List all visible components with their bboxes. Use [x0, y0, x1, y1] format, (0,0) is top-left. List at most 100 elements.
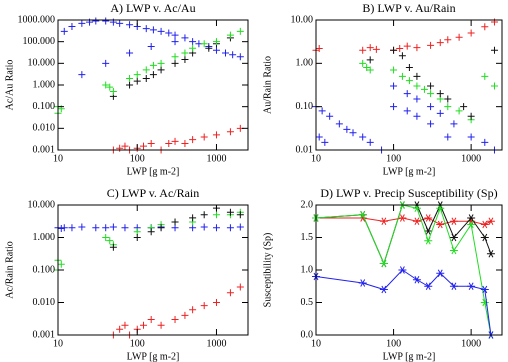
- data-point: [212, 46, 220, 54]
- y-tick-label: 0.001: [33, 329, 56, 340]
- data-point: [436, 90, 444, 98]
- data-point: [480, 220, 489, 229]
- data-point: [427, 103, 435, 111]
- data-point: [403, 90, 411, 98]
- data-point: [121, 321, 129, 329]
- y-tick-label: 0.01: [296, 144, 314, 155]
- data-point: [412, 217, 421, 225]
- data-point: [335, 120, 343, 128]
- plot-area: [312, 18, 498, 154]
- x-axis-label: LWP [g m-2]: [127, 166, 180, 177]
- x-tick-label: 10: [311, 153, 321, 164]
- x-tick-label: 100: [130, 338, 145, 349]
- data-point: [60, 224, 68, 232]
- x-tick-label: 10: [311, 338, 321, 349]
- data-point: [149, 71, 157, 79]
- data-point: [102, 81, 110, 89]
- data-point: [181, 49, 189, 57]
- data-point: [490, 82, 498, 90]
- data-point: [236, 211, 244, 219]
- data-point: [424, 237, 433, 245]
- data-point: [229, 51, 237, 59]
- data-point: [171, 59, 179, 67]
- x-tick-label: 100: [386, 338, 401, 349]
- data-point: [57, 260, 65, 268]
- data-point: [467, 220, 476, 229]
- y-tick-label: 0.10: [296, 101, 314, 112]
- data-point: [157, 59, 165, 67]
- data-point: [57, 224, 65, 232]
- y-tick-label: 1.000: [33, 232, 56, 243]
- data-point: [157, 321, 165, 329]
- data-point: [413, 72, 421, 80]
- x-tick-label: 1000: [206, 153, 226, 164]
- panel-title: A) LWP v. Ac/Au: [110, 1, 195, 15]
- data-point: [486, 217, 495, 225]
- x-tick-label: 1000: [461, 153, 481, 164]
- data-point: [212, 224, 220, 232]
- data-point: [390, 103, 398, 111]
- data-point: [413, 82, 421, 90]
- y-tick-label: 0.001: [33, 144, 56, 155]
- data-point: [142, 66, 150, 74]
- data-point: [449, 233, 458, 242]
- y-axis-label: Ac/Au Ratio: [4, 60, 15, 111]
- data-point: [379, 259, 388, 268]
- data-point: [116, 19, 124, 27]
- data-point: [226, 31, 234, 39]
- data-point: [171, 137, 179, 145]
- data-point: [481, 23, 489, 31]
- data-point: [424, 214, 433, 222]
- data-point: [200, 211, 208, 219]
- x-tick-label: 1000: [206, 338, 226, 349]
- plot-frame: [315, 19, 503, 151]
- data-point: [363, 64, 371, 72]
- data-point: [390, 66, 398, 74]
- y-tick-label: 10.000: [28, 199, 56, 210]
- y-axis-label: Au/Rain Ratio: [262, 56, 273, 114]
- data-point: [398, 72, 406, 80]
- data-point: [78, 19, 86, 27]
- data-point: [181, 139, 189, 147]
- data-point: [321, 138, 329, 146]
- data-point: [436, 39, 444, 47]
- y-tick-label: 2.0: [301, 199, 314, 210]
- data-point: [236, 283, 244, 291]
- data-point: [398, 52, 406, 60]
- data-point: [455, 107, 463, 115]
- data-point: [109, 223, 117, 231]
- data-point: [358, 214, 367, 222]
- plot-area: [312, 201, 495, 339]
- data-point: [212, 299, 220, 306]
- data-point: [171, 315, 179, 323]
- x-tick-label: 10: [53, 338, 63, 349]
- data-point: [460, 103, 468, 111]
- data-point: [413, 44, 421, 52]
- data-point: [226, 128, 234, 136]
- data-point: [449, 282, 458, 290]
- data-point: [133, 234, 141, 241]
- data-point: [221, 49, 229, 57]
- data-point: [205, 44, 213, 52]
- data-point: [126, 49, 134, 57]
- y-tick-label: 1.00: [296, 58, 314, 69]
- plot-frame: [57, 19, 249, 151]
- data-point: [181, 34, 189, 42]
- data-point: [147, 139, 155, 147]
- data-point: [189, 306, 197, 314]
- data-point: [366, 138, 374, 146]
- data-point: [480, 285, 489, 294]
- data-point: [436, 220, 445, 229]
- x-axis-label: LWP [g m-2]: [127, 351, 180, 362]
- y-tick-label: 0.100: [33, 264, 56, 275]
- y-axis-label: Susceptibility (Sp): [262, 233, 273, 308]
- series-line: [315, 269, 492, 336]
- data-point: [236, 27, 244, 35]
- data-point: [133, 77, 141, 85]
- data-point: [366, 66, 374, 74]
- y-tick-label: 0.0: [301, 329, 314, 340]
- data-point: [226, 208, 234, 216]
- data-point: [78, 71, 86, 79]
- data-point: [121, 224, 129, 232]
